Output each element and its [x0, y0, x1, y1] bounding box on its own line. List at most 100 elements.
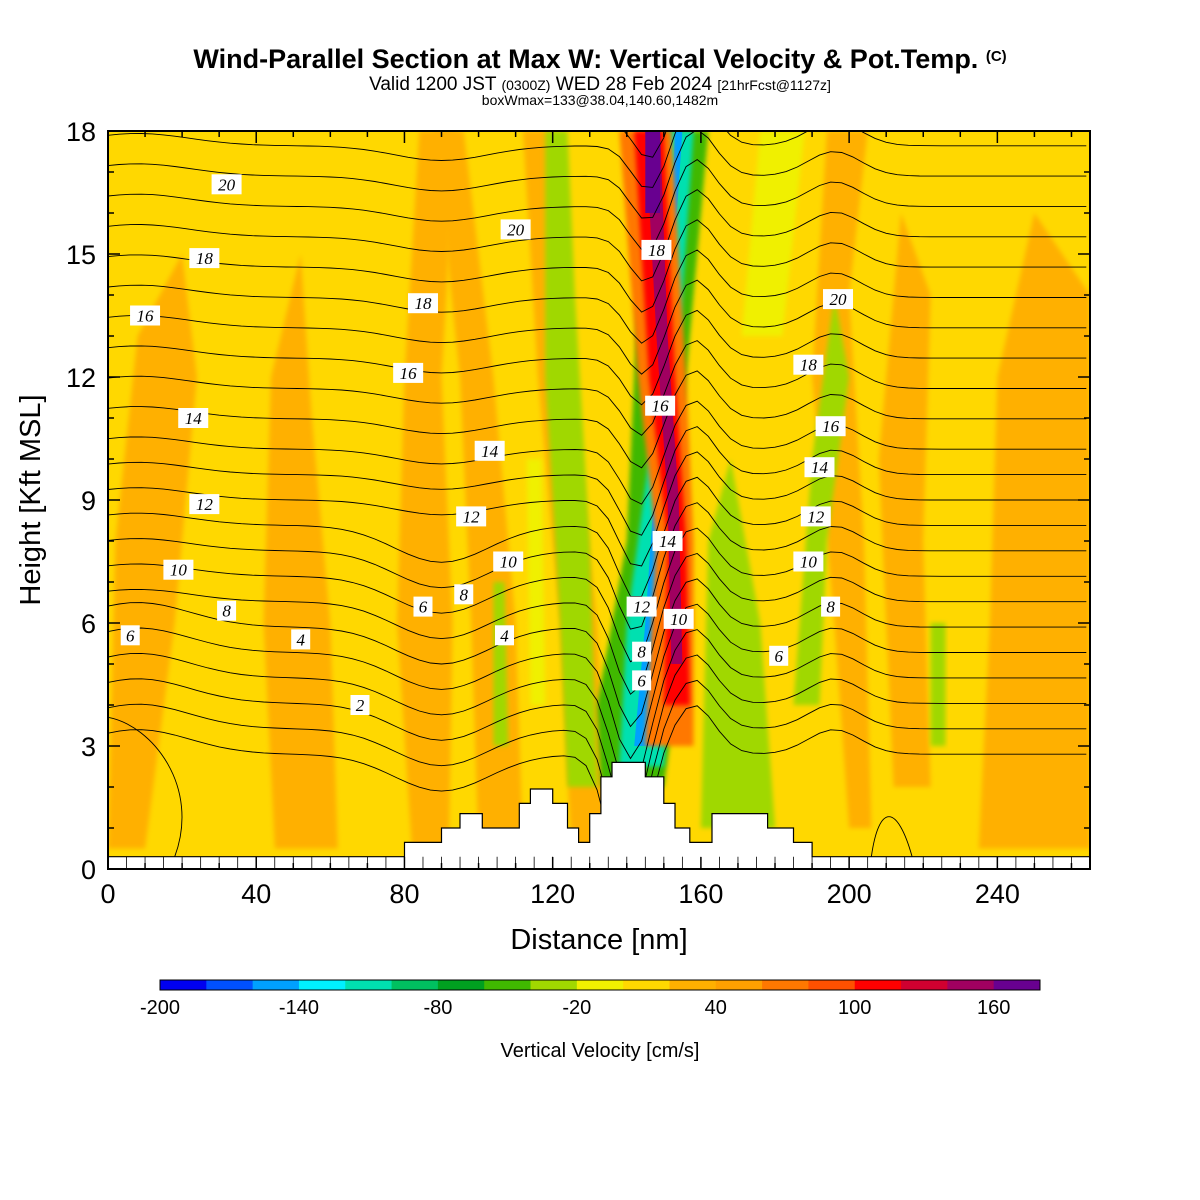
- contour-label-box: [130, 305, 161, 326]
- contour-label-box: [652, 531, 683, 551]
- band-up-left-1: [108, 254, 197, 849]
- contour-label: 4: [495, 625, 515, 646]
- contour-label: 6: [413, 596, 433, 617]
- band-down-2: [526, 459, 546, 705]
- colorbar-swatch: [391, 980, 439, 990]
- theta-contour-line: [108, 309, 1087, 406]
- colorbar-swatch: [576, 980, 624, 990]
- contour-label-box: [163, 559, 194, 580]
- band-up-8: [978, 213, 1090, 849]
- contour-label-text: 10: [800, 553, 818, 572]
- theta-contour-line: [108, 654, 1087, 823]
- colorbar-tick-label: 100: [838, 997, 871, 1019]
- contour-label-box: [407, 293, 438, 314]
- y-tick-label: 6: [81, 609, 96, 639]
- band-down-1: [493, 582, 509, 746]
- contour-label-box: [189, 248, 220, 269]
- colorbar-swatch: [762, 980, 809, 990]
- terrain-profile: [108, 761, 1090, 869]
- x-tick-label: 0: [100, 879, 115, 909]
- x-tick-label: 80: [389, 879, 419, 909]
- contour-label-box: [769, 645, 789, 666]
- contour-label-box: [793, 354, 824, 375]
- velocity-field: [108, 131, 1090, 869]
- contour-label: 8: [217, 600, 237, 621]
- contour-label-box: [120, 625, 140, 646]
- contour-label: 20: [823, 289, 854, 310]
- contour-label-text: 16: [822, 417, 840, 436]
- theta-contour-line: [108, 340, 1087, 436]
- contour-label: 10: [663, 608, 694, 629]
- updraft-top: [645, 131, 661, 213]
- contour-label-text: 16: [652, 397, 670, 416]
- contour-label-box: [632, 641, 652, 662]
- y-axis-label: Height [Kft MSL]: [15, 394, 47, 605]
- valid-fcst: [21hrFcst@1127z]: [717, 77, 831, 93]
- colorbar-frame: [159, 979, 1041, 991]
- contour-label-text: 20: [507, 220, 525, 239]
- theta-contour-line: [108, 527, 1087, 663]
- colorbar-tick-label: 160: [977, 997, 1010, 1019]
- contour-label-text: 10: [500, 553, 518, 572]
- valid-z: (0300Z): [501, 77, 551, 93]
- theta-contours: [108, 131, 1087, 862]
- contour-label-box: [189, 494, 220, 515]
- contour-label-box: [626, 596, 657, 617]
- theta-contour-line: [108, 578, 1087, 728]
- contour-label-text: 6: [419, 598, 428, 617]
- contour-label-text: 12: [463, 507, 481, 526]
- contour-label-text: 8: [826, 598, 835, 617]
- theta-contour-line: [108, 705, 1087, 862]
- contour-label-box: [500, 219, 531, 240]
- contour-label-box: [800, 506, 831, 527]
- contour-label: 12: [800, 506, 831, 527]
- contour-label: 8: [632, 641, 652, 662]
- contour-label-text: 8: [459, 585, 468, 604]
- band-up-7: [878, 213, 931, 787]
- contour-label-text: 10: [670, 610, 688, 629]
- colorbar-swatch: [298, 980, 346, 990]
- band-down-4: [700, 459, 775, 828]
- contour-label-text: 16: [137, 307, 155, 326]
- colorbar-swatch: [623, 980, 670, 990]
- contour-label-text: 8: [637, 643, 646, 662]
- contour-label-box: [793, 551, 824, 572]
- theta-contour-line: [108, 451, 1087, 567]
- y-tick-label: 18: [66, 117, 96, 147]
- x-tick-label: 120: [530, 879, 575, 909]
- contour-label: 8: [454, 584, 474, 605]
- contour-label: 2: [350, 695, 370, 715]
- valid-prefix: Valid 1200 JST: [369, 74, 497, 95]
- contour-label-box: [393, 362, 424, 383]
- contour-label-text: 20: [830, 290, 848, 309]
- contour-label-box: [456, 506, 487, 527]
- contour-label: 6: [632, 670, 652, 691]
- colorbar-swatch: [715, 980, 763, 990]
- contour-label-box: [178, 408, 209, 428]
- contour-label-box: [350, 695, 370, 715]
- contour-label-box: [645, 395, 676, 416]
- contour-label-text: 2: [356, 696, 365, 715]
- y-tick-label: 12: [66, 363, 96, 393]
- theta-contour-line: [108, 159, 1087, 250]
- contour-label-text: 18: [414, 294, 432, 313]
- theta-contour-line: [108, 400, 1087, 505]
- contour-label: 12: [456, 506, 487, 527]
- chart-title: Wind-Parallel Section at Max W: Vertical…: [0, 44, 1200, 75]
- contour-label-box: [211, 174, 242, 195]
- y-tick-label: 15: [66, 240, 96, 270]
- theta-contour-line: [108, 603, 1087, 760]
- contour-label-text: 20: [218, 175, 236, 194]
- valid-date: WED 28 Feb 2024: [555, 74, 713, 95]
- theta-contour-line: [108, 502, 1087, 630]
- theta-contour-line: [108, 219, 1087, 313]
- band-down-7: [741, 131, 805, 336]
- contour-label: 14: [178, 408, 209, 428]
- contour-label-text: 14: [481, 442, 499, 461]
- colorbar-swatch: [160, 980, 207, 990]
- colorbar-swatch: [669, 980, 717, 990]
- colorbar-label: Vertical Velocity [cm/s]: [501, 1040, 700, 1062]
- contour-label: 18: [793, 354, 824, 375]
- x-tick-label: 200: [827, 879, 872, 909]
- contour-label: 8: [821, 596, 841, 617]
